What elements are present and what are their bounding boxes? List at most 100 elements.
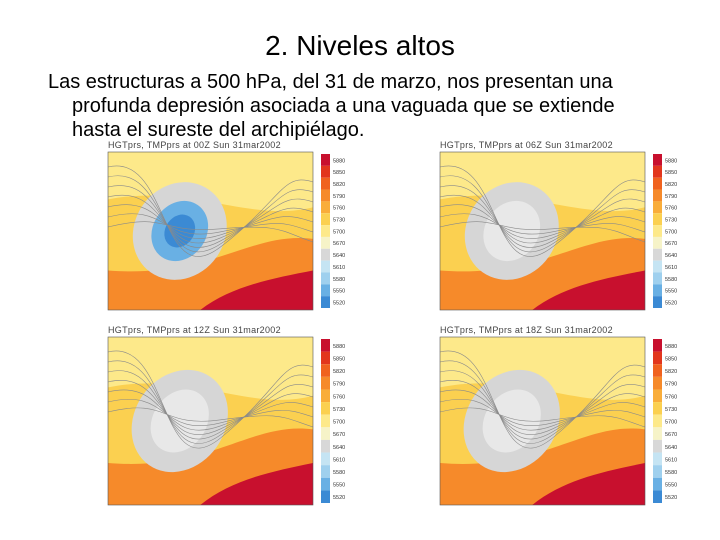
legend-swatch [653,414,662,428]
legend-swatch [321,364,330,377]
legend-swatch [321,439,330,453]
map-frame [107,336,314,506]
legend-swatch [653,284,662,297]
map-contour-line [439,370,646,440]
map-caption-2: HGTprs, TMPprs at 06Z Sun 31mar2002 [440,140,613,150]
map-trough-core [150,389,209,453]
legend-swatch [653,154,662,166]
legend-swatch [653,351,662,365]
legend-swatch [321,165,330,178]
legend-swatch [321,213,330,226]
legend-swatch [653,260,662,273]
legend-label: 5580 [665,470,677,476]
legend-label: 5670 [665,432,677,438]
legend-swatch [653,465,662,478]
map-contour-line [107,389,314,431]
map-band-hot [200,463,313,505]
legend-swatch [653,248,662,261]
legend-swatch [321,284,330,297]
legend-swatch [653,477,662,491]
map-contour-line [439,380,646,435]
legend-label: 5880 [333,158,345,164]
legend-label: 5850 [665,170,677,176]
map-band-north [108,152,313,212]
map-figure-1: 5880 5850 5820 5790 5760 5730 5700 5670 5640 5610… [107,151,345,311]
legend-swatch [653,402,662,415]
map-contour-line [107,194,314,244]
legend-swatch [321,201,330,214]
legend-swatch [653,296,662,308]
legend-label: 5640 [333,253,345,259]
paragraph-line-1: Las estructuras a 500 hPa, del 31 de mar… [48,71,613,93]
legend-label: 5580 [333,470,345,476]
map-panel-1: 5880 5850 5820 5790 5760 5730 5700 5670 5640 5610… [88,140,358,320]
map-area [439,151,646,311]
map-panel-2: 5880 5850 5820 5790 5760 5730 5700 5670 5640 5610… [420,140,690,320]
map-area [439,336,646,506]
map-frame [107,151,314,311]
map-contour-line [107,185,314,248]
map-contour-line [107,380,314,435]
map-contour-line [107,360,314,444]
map-caption-1: HGTprs, TMPprs at 00Z Sun 31mar2002 [108,140,281,150]
legend-swatch [653,364,662,377]
map-contour-line [439,407,646,428]
map-contour-line [439,185,646,248]
paragraph-line-3: hasta el sureste del archipiélago. [72,119,365,141]
legend-swatch [321,490,330,503]
legend-label: 5550 [333,289,345,295]
legend-swatch [653,376,662,390]
legend-swatch [321,296,330,308]
legend-label: 5790 [665,382,677,388]
legend-label: 5820 [333,369,345,375]
legend-label: 5520 [333,495,345,501]
legend-label: 5820 [333,182,345,188]
legend-label: 5700 [665,229,677,235]
legend-label: 5550 [665,289,677,295]
map-contour-line [107,165,314,257]
legend-label: 5670 [665,241,677,247]
map-contour-line [439,194,646,244]
legend-label: 5820 [665,182,677,188]
map-band-north [440,152,645,212]
legend-swatch [321,376,330,390]
map-contour-line [107,204,314,239]
map-frame [439,151,646,311]
map-panel-3: 5880 5850 5820 5790 5760 5730 5700 5670 5640 5610… [88,325,358,506]
legend-swatch [653,165,662,178]
map-band-hot [200,270,313,310]
map-frame [439,336,646,506]
legend-swatch [653,177,662,190]
map-contour-line [439,204,646,239]
legend-swatch [321,339,330,352]
map-band-north [440,337,645,400]
paragraph-line-2: profunda depresión asociada a una vaguad… [72,95,615,117]
map-contour-line [439,175,646,253]
map-band-hot [532,463,645,505]
legend-swatch [321,452,330,466]
legend-swatch [653,272,662,285]
map-trough-core [482,389,541,453]
legend-swatch [321,427,330,440]
legend-label: 5790 [333,382,345,388]
legend-swatch [653,201,662,214]
legend-label: 5640 [665,253,677,259]
legend-label: 5610 [665,265,677,271]
legend-label: 5760 [665,394,677,400]
legend-label: 5640 [665,445,677,451]
legend-label: 5610 [665,457,677,463]
map-contour-line [107,221,314,243]
map-band-north [108,337,313,400]
map-band-hot [532,270,645,310]
legend-swatch [321,154,330,166]
legend-swatch [653,389,662,403]
map-contour-line [439,389,646,431]
legend-swatch [321,248,330,261]
legend-label: 5790 [333,194,345,200]
legend-swatch [321,414,330,428]
legend-swatch [321,189,330,202]
map-contour-line [107,370,314,440]
map-figure-3: 5880 5850 5820 5790 5760 5730 5700 5670 5640 5610… [107,336,345,506]
legend-label: 5520 [665,495,677,501]
legend-swatch [321,402,330,415]
